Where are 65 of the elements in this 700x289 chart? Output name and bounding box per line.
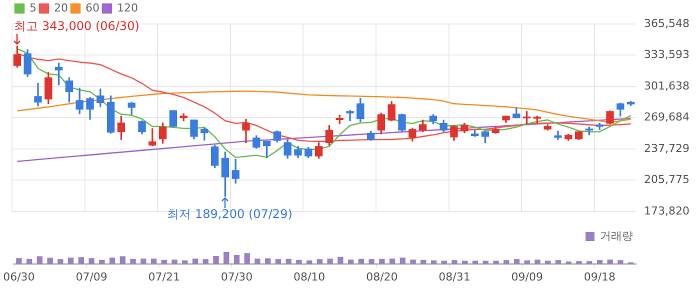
x-tick-label: 07/21 <box>148 270 180 284</box>
bar <box>576 261 582 264</box>
bar <box>379 258 385 264</box>
bar <box>400 258 406 264</box>
candlestick <box>522 111 531 124</box>
y-tick-label: 301,638 <box>644 79 690 92</box>
bar <box>504 260 510 264</box>
x-tick-label: 08/31 <box>438 270 470 284</box>
x-tick-label: 09/09 <box>511 270 543 284</box>
legend-label: 5 <box>30 1 36 14</box>
legend-label: 20 <box>54 1 68 14</box>
bar <box>130 258 136 264</box>
bar <box>58 259 64 264</box>
bar <box>607 260 613 264</box>
bar <box>120 256 126 264</box>
x-tick-label: 06/30 <box>3 270 35 284</box>
bar <box>68 258 74 264</box>
bar <box>192 258 198 264</box>
bar <box>213 256 219 264</box>
bar <box>410 260 416 264</box>
x-tick-label: 07/09 <box>76 270 108 284</box>
bar <box>514 259 520 264</box>
bar <box>244 253 250 264</box>
bar <box>316 259 323 264</box>
bar <box>172 260 178 264</box>
bar <box>338 256 344 264</box>
bar <box>47 258 53 264</box>
x-tick-label: 08/20 <box>366 270 398 284</box>
y-tick-label: 269,684 <box>644 110 690 124</box>
annotation: 최저 189,200 (07/29) <box>167 207 292 222</box>
bar <box>78 257 84 264</box>
y-tick-label: 173,820 <box>644 204 690 218</box>
bar <box>254 258 260 264</box>
y-tick-label: 237,729 <box>644 142 690 155</box>
bar <box>36 256 43 264</box>
bar <box>534 260 540 264</box>
bar <box>618 260 624 264</box>
bar <box>452 260 458 264</box>
y-tick-label: 365,548 <box>644 16 690 30</box>
annotation: 최고 343,000 (06/30) <box>14 19 140 34</box>
bar <box>296 260 302 264</box>
bar <box>275 259 282 264</box>
bar <box>368 259 374 264</box>
x-tick-label: 09/18 <box>584 270 616 284</box>
bar <box>327 258 333 264</box>
x-tick-label: 08/10 <box>293 270 326 284</box>
bar <box>150 258 157 264</box>
bar <box>555 260 562 264</box>
bar <box>234 254 240 264</box>
x-tick-label: 07/30 <box>220 270 253 284</box>
bar <box>202 259 208 264</box>
bar <box>88 258 94 264</box>
bar <box>109 258 116 264</box>
bar <box>389 258 396 264</box>
bar <box>596 260 603 264</box>
y-tick-label: 333,593 <box>644 48 690 62</box>
legend-label: 120 <box>116 1 138 14</box>
y-tick-label: 205,775 <box>644 173 690 186</box>
legend-label: 거래량 <box>600 229 633 242</box>
bar <box>140 258 146 264</box>
legend-label: 60 <box>85 1 100 14</box>
bar <box>16 258 22 264</box>
bar <box>224 252 230 264</box>
bar <box>586 261 592 264</box>
bar <box>348 260 354 264</box>
